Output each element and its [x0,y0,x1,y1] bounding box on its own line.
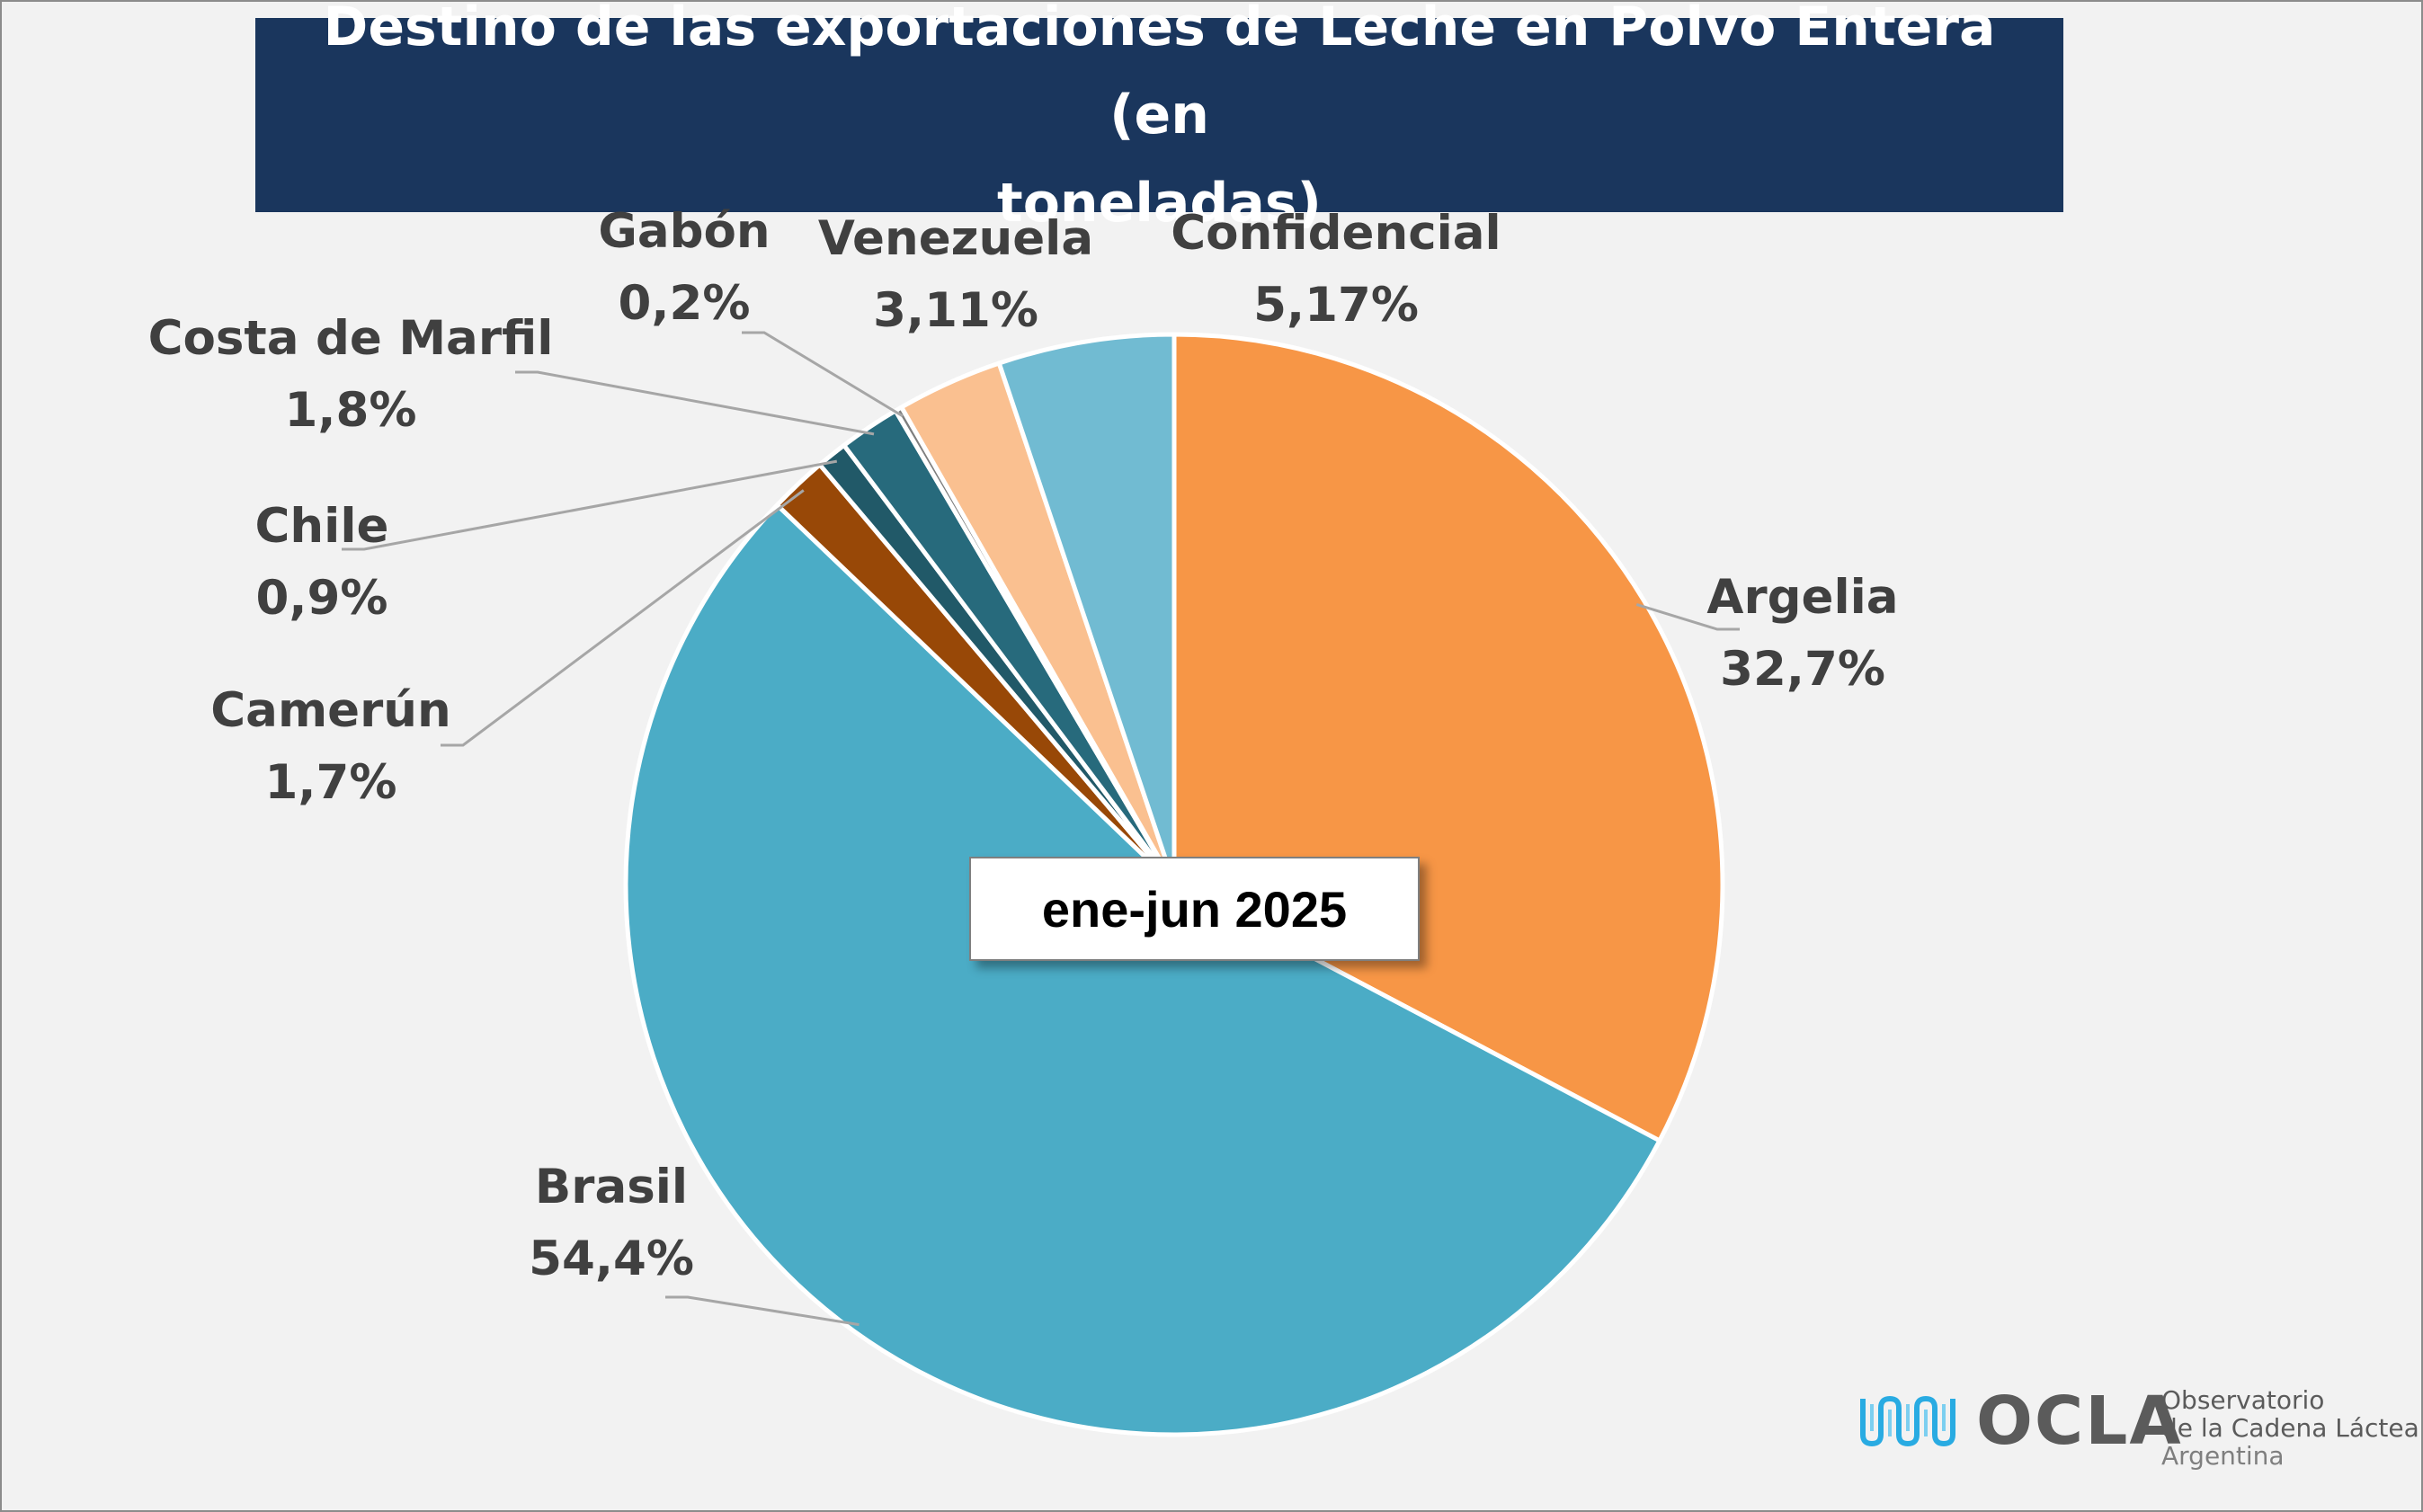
leader-line-gabon [742,331,904,418]
pie-slice-brasil [623,503,1662,1437]
slice-value-brasil: 54,4% [529,1232,694,1286]
logo-wordmark: OCLA [1976,1383,2183,1460]
slice-label-brasil: Brasil [535,1160,688,1214]
ocla-logo: OCLA Observatorio de la Cadena Láctea Ar… [1859,1375,2419,1474]
leader-line-chile [342,459,838,551]
slice-value-chile: 0,9% [256,571,388,626]
slice-label-chile: Chile [255,499,389,554]
slice-label-camerun: Camerún [210,683,450,738]
slice-label-costa-de-marfil: Costa de Marfil [148,311,554,366]
slice-value-camerun: 1,7% [265,755,397,810]
leader-line-costa-de-marfil [515,370,875,436]
slice-value-argelia: 32,7% [1720,642,1885,697]
leader-line-camerun [441,489,805,747]
logo-line-1: Observatorio [2161,1385,2325,1415]
slice-value-venezuela: 3,11% [873,283,1038,338]
logo-line-2: de la Cadena Láctea [2161,1413,2419,1443]
slice-label-venezuela: Venezuela [818,211,1093,266]
period-label: ene-jun 2025 [969,857,1420,961]
leader-line-argelia [1635,602,1740,631]
slice-label-gabon: Gabón [598,204,770,259]
leader-line-brasil [665,1295,860,1327]
pie-slice-confidencial [996,332,1177,887]
slice-value-confidencial: 5,17% [1253,278,1419,333]
slice-value-costa-de-marfil: 1,8% [285,383,417,438]
slice-value-gabon: 0,2% [619,276,751,331]
chart-title-line-2: toneladas) [997,172,1322,235]
slice-label-argelia: Argelia [1706,570,1898,625]
chart-title-line-1: Destino de las exportaciones de Leche en… [323,0,1996,147]
wave-icon [1860,1395,1955,1447]
chart-title: Destino de las exportaciones de Leche en… [255,0,2063,235]
logo-caption: Observatorio de la Cadena Láctea Argenti… [2161,1386,2419,1470]
slice-label-confidencial: Confidencial [1171,206,1501,261]
logo-line-3: Argentina [2161,1441,2285,1471]
